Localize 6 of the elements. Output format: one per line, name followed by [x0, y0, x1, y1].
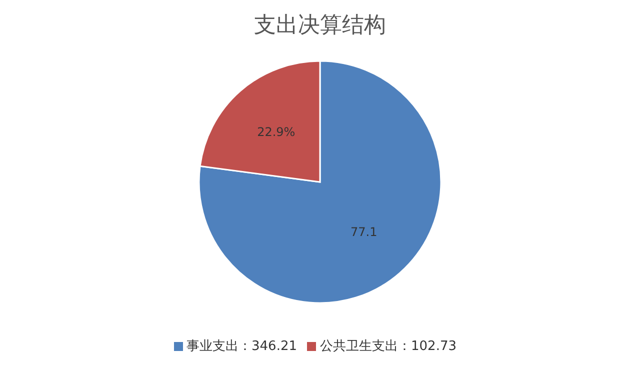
legend-label: 事业支出：346.21 — [186, 339, 297, 354]
legend-label: 公共卫生支出：102.73 — [320, 339, 456, 354]
data-label: 77.1 — [350, 225, 378, 240]
chart-title: 支出决算结构 — [253, 12, 387, 40]
data-label: 22.9% — [257, 124, 296, 139]
pie-slice — [198, 60, 442, 304]
